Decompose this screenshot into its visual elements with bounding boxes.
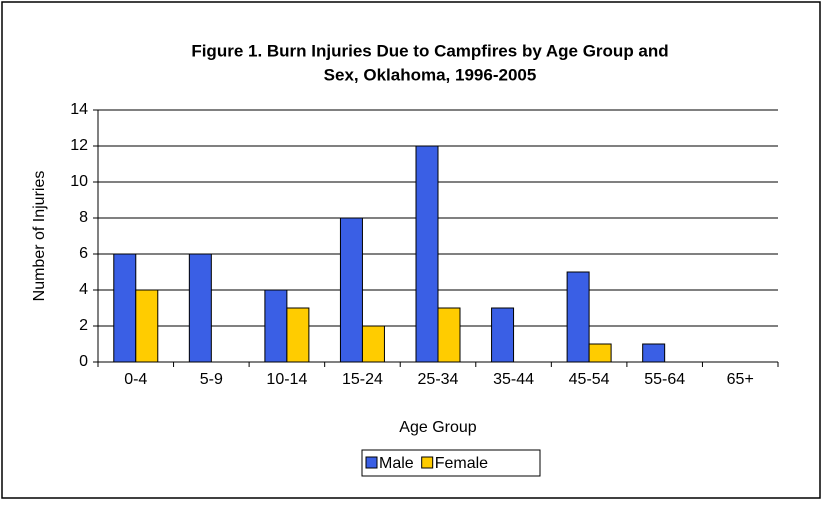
legend-box	[361, 449, 541, 477]
chart-title: Sex, Oklahoma, 1996-2005	[324, 65, 537, 84]
bar	[339, 217, 363, 363]
y-tick-label: 4	[79, 281, 88, 298]
y-tick-label: 2	[79, 317, 88, 334]
bar	[264, 289, 288, 363]
bar	[437, 307, 461, 363]
y-tick-label: 12	[70, 137, 88, 154]
x-tick-label: 10-14	[266, 371, 307, 388]
x-tick-label: 15-24	[342, 371, 383, 388]
bar	[491, 307, 515, 363]
bar	[415, 145, 439, 363]
bar	[361, 325, 385, 363]
x-axis-label: Age Group	[399, 419, 476, 436]
bar	[566, 271, 590, 363]
chart-title: Figure 1. Burn Injuries Due to Campfires…	[191, 41, 668, 60]
x-tick-label: 25-34	[418, 371, 459, 388]
bar	[286, 307, 310, 363]
bar	[188, 253, 212, 363]
legend-swatch	[421, 456, 434, 469]
y-tick-label: 6	[79, 245, 88, 262]
y-tick-label: 10	[70, 173, 88, 190]
y-tick-label: 14	[70, 101, 88, 118]
y-tick-label: 8	[79, 209, 88, 226]
x-tick-label: 55-64	[644, 371, 685, 388]
x-tick-label: 65+	[727, 371, 754, 388]
bar	[113, 253, 137, 363]
x-tick-label: 35-44	[493, 371, 534, 388]
bar	[135, 289, 159, 363]
legend-label: Male	[379, 455, 414, 472]
bar	[642, 343, 666, 363]
legend-swatch	[365, 456, 378, 469]
bar	[588, 343, 612, 363]
x-tick-label: 5-9	[200, 371, 223, 388]
y-axis-label: Number of Injuries	[31, 171, 48, 302]
x-tick-label: 0-4	[124, 371, 147, 388]
x-tick-label: 45-54	[569, 371, 610, 388]
y-tick-label: 0	[79, 353, 88, 370]
legend-label: Female	[435, 455, 488, 472]
chart-frame	[1, 1, 821, 499]
